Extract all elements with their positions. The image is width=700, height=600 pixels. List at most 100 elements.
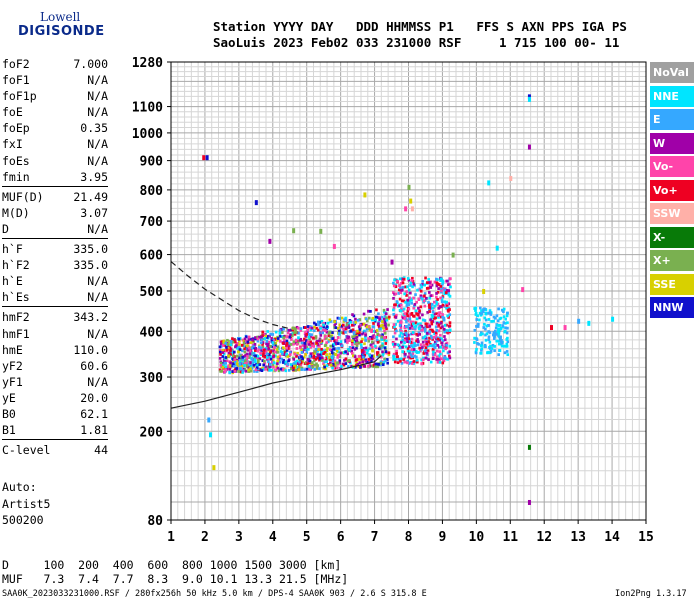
echo-point bbox=[445, 341, 449, 345]
echo-point bbox=[308, 368, 312, 371]
echo-point bbox=[283, 349, 286, 353]
param-name: hmE bbox=[2, 342, 23, 357]
echo-point bbox=[487, 318, 491, 321]
echo-point bbox=[349, 347, 353, 350]
echo-point bbox=[416, 322, 420, 326]
echo-point bbox=[301, 344, 305, 347]
echo-point bbox=[304, 361, 308, 365]
echo-point bbox=[399, 331, 403, 335]
echo-point bbox=[362, 347, 365, 350]
echo-point bbox=[505, 314, 509, 318]
echo-point bbox=[363, 332, 367, 336]
echo-point bbox=[260, 369, 264, 372]
echo-point bbox=[331, 354, 335, 358]
sparse-echo-point bbox=[209, 432, 213, 438]
echo-point bbox=[329, 344, 333, 348]
echo-point bbox=[267, 340, 270, 344]
echo-point bbox=[398, 304, 401, 308]
echo-point bbox=[359, 343, 363, 347]
echo-point bbox=[410, 301, 413, 305]
echo-point bbox=[355, 346, 358, 350]
echo-point bbox=[410, 355, 414, 359]
echo-point bbox=[315, 362, 318, 366]
echo-point bbox=[446, 308, 450, 312]
echo-point bbox=[338, 325, 342, 329]
echo-point bbox=[223, 361, 227, 365]
echo-point bbox=[263, 337, 267, 340]
echo-point bbox=[441, 280, 445, 284]
echo-point bbox=[278, 339, 282, 343]
echo-point bbox=[411, 331, 415, 335]
echo-point bbox=[355, 361, 358, 365]
echo-point bbox=[493, 349, 496, 353]
echo-point bbox=[352, 323, 355, 327]
echo-point bbox=[238, 357, 241, 361]
echo-point bbox=[336, 326, 340, 330]
echo-point bbox=[237, 337, 241, 341]
echo-point bbox=[395, 329, 398, 333]
echo-point bbox=[256, 339, 260, 343]
echo-point bbox=[343, 358, 346, 362]
echo-point bbox=[382, 326, 385, 330]
echo-point bbox=[308, 359, 312, 363]
parameter-panel: foF2 7.000 foF1 N/A foF1p N/A foE N/A foEp 0.35 fx… bbox=[2, 56, 108, 458]
echo-point bbox=[401, 332, 405, 336]
echo-point bbox=[420, 285, 424, 289]
echo-point bbox=[260, 335, 263, 339]
echo-point bbox=[369, 309, 372, 313]
param-name: fmin bbox=[2, 169, 30, 184]
echo-point bbox=[430, 283, 434, 287]
echo-point bbox=[442, 287, 446, 291]
echo-point bbox=[431, 337, 434, 341]
echo-point bbox=[245, 361, 249, 365]
echo-point bbox=[261, 354, 265, 358]
echo-point bbox=[368, 353, 371, 357]
echo-point bbox=[261, 341, 265, 344]
echo-point bbox=[409, 281, 413, 285]
echo-point bbox=[433, 304, 437, 308]
echo-point bbox=[338, 359, 342, 363]
echo-point bbox=[229, 352, 232, 356]
echo-point bbox=[362, 322, 366, 326]
echo-point bbox=[234, 340, 237, 344]
echo-point bbox=[396, 279, 399, 283]
echo-point bbox=[399, 291, 403, 295]
echo-point bbox=[440, 289, 443, 293]
echo-point bbox=[444, 347, 447, 351]
echo-point bbox=[392, 284, 396, 288]
echo-point bbox=[435, 339, 439, 343]
echo-point bbox=[423, 327, 427, 331]
echo-point bbox=[418, 309, 421, 313]
echo-point bbox=[409, 344, 413, 348]
echo-point bbox=[327, 338, 331, 342]
param-separator bbox=[2, 185, 108, 187]
echo-point bbox=[408, 349, 412, 353]
echo-point bbox=[379, 363, 382, 367]
echo-point bbox=[246, 348, 250, 352]
echo-point bbox=[221, 365, 225, 369]
echo-point bbox=[400, 340, 403, 344]
echo-point bbox=[315, 326, 318, 330]
echo-point bbox=[298, 360, 301, 364]
echo-point bbox=[423, 349, 427, 353]
echo-point bbox=[497, 353, 500, 357]
echo-point bbox=[300, 348, 303, 352]
echo-point bbox=[476, 325, 480, 328]
param-separator bbox=[2, 306, 108, 308]
echo-point bbox=[348, 339, 351, 343]
echo-point bbox=[244, 369, 248, 373]
echo-point bbox=[314, 323, 318, 326]
echo-point bbox=[488, 331, 492, 334]
sparse-echo-point bbox=[563, 325, 567, 331]
echo-point bbox=[293, 364, 296, 367]
echo-point bbox=[241, 355, 244, 359]
echo-point bbox=[394, 327, 397, 331]
dashed-profile-curve bbox=[170, 261, 290, 330]
echo-point bbox=[435, 355, 439, 359]
echo-point bbox=[425, 325, 429, 329]
echo-point bbox=[443, 356, 447, 359]
echo-point bbox=[480, 348, 483, 352]
echo-point bbox=[351, 346, 355, 350]
echo-point bbox=[377, 322, 380, 326]
echo-point bbox=[258, 363, 262, 366]
